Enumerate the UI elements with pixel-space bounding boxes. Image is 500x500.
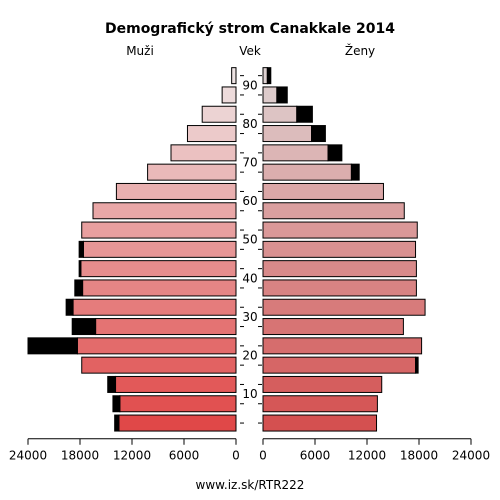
bar-male-20-24 [76, 337, 237, 355]
x-tick-label-left-0: 0 [232, 449, 240, 463]
bar-female-60-64 [262, 182, 384, 200]
x-tick-label-left-6000: 6000 [169, 449, 200, 463]
bar-female-20-24 [262, 337, 423, 355]
bar-male-50-54 [81, 221, 237, 239]
age-tick-label-10: 10 [242, 387, 257, 401]
bar-female-65-69 [262, 163, 352, 181]
x-tick-label-left-24000: 24000 [9, 449, 47, 463]
bar-male-excess-25-29 [71, 318, 97, 336]
bar-female-40-44 [262, 260, 417, 278]
bar-female-85-89 [262, 86, 278, 104]
x-tick-label-right-6000: 6000 [300, 449, 331, 463]
bar-male-excess-40-44 [78, 260, 82, 278]
bar-male-85-89 [221, 86, 237, 104]
bar-male-75-79 [186, 125, 237, 143]
bars-group [27, 67, 426, 432]
bar-female-excess-70-74 [327, 144, 343, 162]
bar-female-90+ [262, 67, 268, 85]
bar-female-10-14 [262, 375, 383, 393]
bar-male-0-4 [118, 414, 237, 432]
footer-source: www.iz.sk/RTR222 [196, 478, 305, 492]
bar-female-excess-90+ [266, 67, 272, 85]
bar-female-70-74 [262, 144, 329, 162]
bar-male-55-59 [92, 202, 237, 220]
bar-female-75-79 [262, 125, 313, 143]
bar-female-55-59 [262, 202, 405, 220]
bar-male-45-49 [82, 240, 237, 258]
age-tick-label-40: 40 [242, 271, 257, 285]
bar-female-excess-65-69 [350, 163, 360, 181]
bar-female-15-19 [262, 356, 417, 374]
bar-male-5-9 [119, 395, 237, 413]
x-tick-label-right-18000: 18000 [400, 449, 438, 463]
bar-male-65-69 [147, 163, 237, 181]
bar-male-40-44 [80, 260, 237, 278]
bar-female-excess-75-79 [311, 125, 326, 143]
x-tick-label-right-0: 0 [259, 449, 267, 463]
age-tick-label-70: 70 [242, 156, 257, 170]
age-tick-label-50: 50 [242, 233, 257, 247]
bar-female-50-54 [262, 221, 418, 239]
bar-male-80-84 [201, 105, 237, 123]
bar-male-excess-20-24 [27, 337, 78, 355]
bar-female-25-29 [262, 318, 404, 336]
bar-female-excess-85-89 [276, 86, 288, 104]
bar-female-45-49 [262, 240, 417, 258]
age-tick-label-80: 80 [242, 117, 257, 131]
axes-group: 10 20 30 40 50 60 70 80 90 24000 18000 12000 6000 0 0 6… [9, 75, 490, 463]
age-tick-label-60: 60 [242, 194, 257, 208]
label-age: Vek [239, 44, 261, 58]
age-tick-label-20: 20 [242, 349, 257, 363]
bar-male-35-39 [82, 279, 237, 297]
bar-male-30-34 [72, 298, 237, 316]
bar-male-90+ [231, 67, 237, 85]
bar-male-excess-30-34 [65, 298, 74, 316]
bar-male-excess-0-4 [114, 414, 120, 432]
bar-male-25-29 [95, 318, 237, 336]
age-tick-label-30: 30 [242, 310, 257, 324]
bar-male-excess-10-14 [107, 375, 117, 393]
age-tick-label-90: 90 [242, 78, 257, 92]
chart-title: Demografický strom Canakkale 2014 [105, 21, 395, 37]
bar-female-80-84 [262, 105, 298, 123]
label-men: Muži [126, 44, 154, 58]
label-women: Ženy [345, 43, 375, 58]
bar-female-excess-15-19 [415, 356, 419, 374]
bar-female-35-39 [262, 279, 417, 297]
bar-male-60-64 [115, 182, 237, 200]
bar-male-10-14 [115, 375, 237, 393]
bar-female-5-9 [262, 395, 378, 413]
bar-male-15-19 [81, 356, 237, 374]
bar-female-30-34 [262, 298, 426, 316]
bar-male-excess-5-9 [112, 395, 121, 413]
x-tick-label-left-12000: 12000 [113, 449, 151, 463]
bar-male-excess-35-39 [74, 279, 84, 297]
x-tick-label-left-18000: 18000 [61, 449, 99, 463]
x-tick-label-right-24000: 24000 [452, 449, 490, 463]
bar-female-0-4 [262, 414, 378, 432]
bar-female-excess-80-84 [296, 105, 313, 123]
bar-male-70-74 [170, 144, 237, 162]
x-tick-label-right-12000: 12000 [348, 449, 386, 463]
bar-male-excess-45-49 [78, 240, 84, 258]
